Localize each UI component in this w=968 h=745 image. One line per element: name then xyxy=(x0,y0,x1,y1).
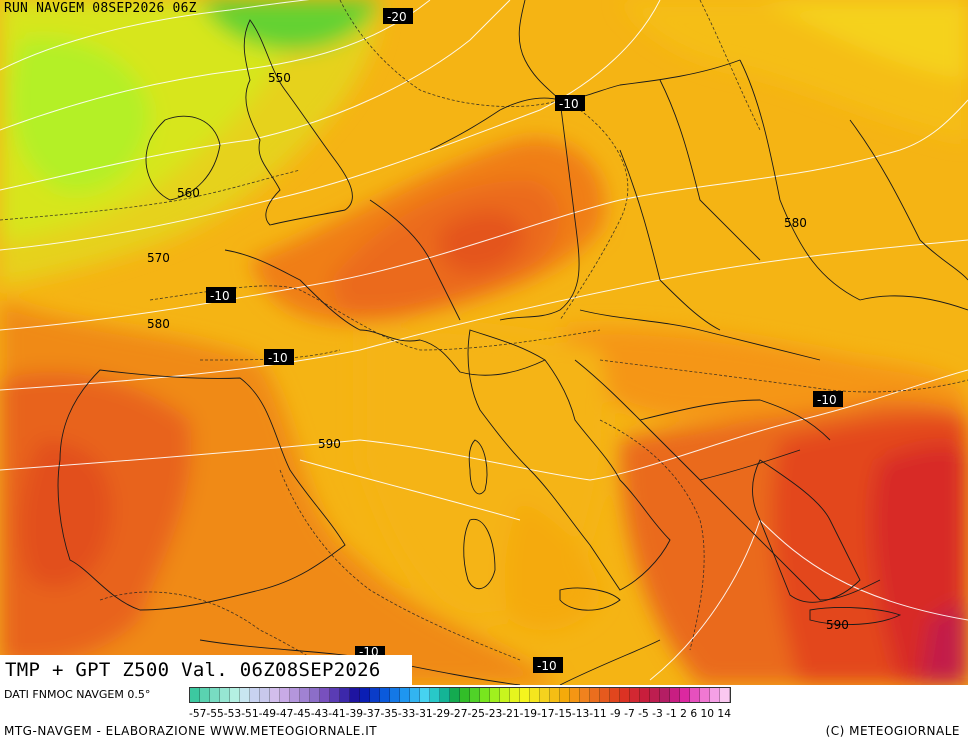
color-swatch xyxy=(560,688,570,702)
color-swatch xyxy=(460,688,470,702)
color-swatch xyxy=(500,688,510,702)
color-swatch xyxy=(610,688,620,702)
color-swatch xyxy=(480,688,490,702)
color-swatch xyxy=(290,688,300,702)
color-swatch xyxy=(240,688,250,702)
color-swatch xyxy=(330,688,340,702)
color-swatch xyxy=(340,688,350,702)
color-swatch xyxy=(200,688,210,702)
color-swatch xyxy=(570,688,580,702)
color-swatch xyxy=(550,688,560,702)
footer-credit: MTG-NAVGEM - ELABORAZIONE WWW.METEOGIORN… xyxy=(4,724,378,738)
color-swatch xyxy=(420,688,430,702)
color-swatch xyxy=(680,688,690,702)
color-swatch xyxy=(670,688,680,702)
data-source-label: DATI FNMOC NAVGEM 0.5° xyxy=(4,688,151,701)
color-swatch xyxy=(650,688,660,702)
color-swatch xyxy=(310,688,320,702)
color-swatch xyxy=(320,688,330,702)
color-swatch xyxy=(700,688,710,702)
color-swatch xyxy=(250,688,260,702)
legend: DATI FNMOC NAVGEM 0.5° -57-55-53-51-49-4… xyxy=(0,686,968,744)
color-swatch xyxy=(470,688,480,702)
color-swatch xyxy=(210,688,220,702)
color-swatch xyxy=(600,688,610,702)
color-swatch xyxy=(220,688,230,702)
color-swatch xyxy=(380,688,390,702)
color-swatch xyxy=(620,688,630,702)
product-title: TMP + GPT Z500 Val. 06Z08SEP2026 xyxy=(0,655,412,685)
color-swatch xyxy=(630,688,640,702)
temperature-field xyxy=(0,0,968,685)
weather-map xyxy=(0,0,968,685)
color-swatch xyxy=(690,688,700,702)
color-swatch xyxy=(370,688,380,702)
coastlines xyxy=(57,0,968,685)
color-swatch xyxy=(640,688,650,702)
color-scale-ticks: -57-55-53-51-49-47-45-43-41-39-37-35-33-… xyxy=(189,707,731,720)
color-swatch xyxy=(440,688,450,702)
color-swatch xyxy=(300,688,310,702)
color-swatch xyxy=(280,688,290,702)
run-title: RUN NAVGEM 08SEP2026 06Z xyxy=(4,1,197,16)
color-swatch xyxy=(510,688,520,702)
color-swatch xyxy=(270,688,280,702)
color-swatch xyxy=(660,688,670,702)
color-swatch xyxy=(590,688,600,702)
color-swatch xyxy=(520,688,530,702)
color-swatch xyxy=(430,688,440,702)
color-swatch xyxy=(260,688,270,702)
color-swatch xyxy=(390,688,400,702)
color-swatch xyxy=(580,688,590,702)
color-swatch xyxy=(410,688,420,702)
color-swatch xyxy=(710,688,720,702)
color-swatch xyxy=(190,688,200,702)
color-swatch xyxy=(530,688,540,702)
color-scale-bar xyxy=(189,687,731,703)
color-swatch xyxy=(490,688,500,702)
color-swatch xyxy=(720,688,730,702)
color-swatch xyxy=(230,688,240,702)
color-swatch xyxy=(350,688,360,702)
color-swatch xyxy=(360,688,370,702)
color-swatch xyxy=(450,688,460,702)
color-swatch xyxy=(540,688,550,702)
color-swatch xyxy=(400,688,410,702)
footer-copyright: (C) METEOGIORNALE xyxy=(825,724,960,738)
